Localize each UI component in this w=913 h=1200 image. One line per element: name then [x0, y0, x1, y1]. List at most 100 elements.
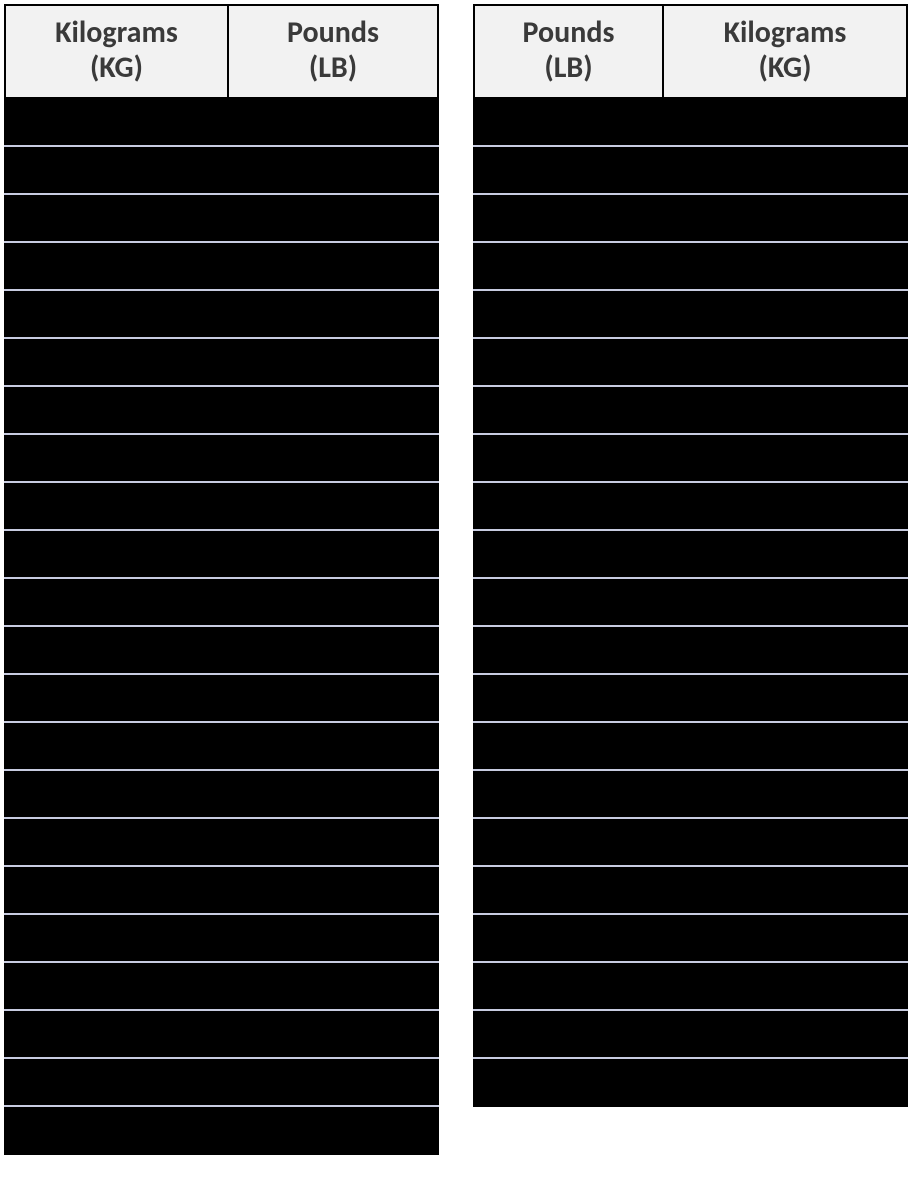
- table-cell: 0.220 lb: [228, 146, 438, 194]
- col-header-line1: Pounds: [287, 14, 379, 51]
- table-cell: 2204.623 lb: [228, 1106, 438, 1154]
- table-cell: 27.22 kg: [663, 386, 907, 434]
- table-header-row: Pounds (LB) Kilograms (KG): [474, 5, 907, 98]
- table-row: 70 lb31.75 kg: [474, 434, 907, 482]
- col-header-line2: (LB): [235, 51, 431, 86]
- table-cell: 4.54 kg: [663, 146, 907, 194]
- table-header-row: Kilograms (KG) Pounds (LB): [5, 5, 438, 98]
- table-cell: 72.57 kg: [663, 866, 907, 914]
- table-cell: 58.87 kg: [663, 722, 907, 770]
- table-cell: 4.409 lb: [228, 242, 438, 290]
- table-row: 160 lb72.57 kg: [474, 866, 907, 914]
- table-row: 150 lb68.04 kg: [474, 818, 907, 866]
- table-cell: 132.277 lb: [228, 866, 438, 914]
- table-cell: 22.046 lb: [228, 626, 438, 674]
- table-row: 4 kg8.818 lb: [5, 338, 438, 386]
- table-cell: 140 lb: [474, 770, 663, 818]
- table-row: 120 lb54.43 kg: [474, 674, 907, 722]
- table-cell: 17.637 lb: [228, 530, 438, 578]
- table-row: 180 lb81.65 kg: [474, 962, 907, 1010]
- table-cell: 22.68 kg: [663, 338, 907, 386]
- table-row: 90 kg198.416 lb: [5, 1010, 438, 1058]
- table-cell: 68.04 kg: [663, 818, 907, 866]
- table-row: 9 kg19.842 lb: [5, 578, 438, 626]
- table-cell: 7 kg: [5, 482, 228, 530]
- table-cell: 50 kg: [5, 818, 228, 866]
- table-row: 20 lb9.07 kg: [474, 194, 907, 242]
- table-cell: 190 lb: [474, 1010, 663, 1058]
- table-cell: 1000 kg: [5, 1106, 228, 1154]
- table-cell: 77.11 kg: [663, 914, 907, 962]
- table-row: 50 lb22.68 kg: [474, 338, 907, 386]
- table-cell: 90 lb: [474, 530, 663, 578]
- table-row: 0 kg0 lb: [5, 98, 438, 146]
- table-row: 1 kg2.205 lb: [5, 194, 438, 242]
- table-cell: 6.614 lb: [228, 290, 438, 338]
- table-cell: 9.07 kg: [663, 194, 907, 242]
- table-cell: 20 lb: [474, 194, 663, 242]
- table-row: 60 lb27.22 kg: [474, 386, 907, 434]
- table-cell: 44.092 lb: [228, 674, 438, 722]
- col-header-kg: Kilograms (KG): [663, 5, 907, 98]
- table-row: 7 kg15.432 lb: [5, 482, 438, 530]
- table-cell: 1 kg: [5, 194, 228, 242]
- table-row: 200 lb90.72 kg: [474, 1058, 907, 1106]
- table-cell: 30 kg: [5, 722, 228, 770]
- table-cell: 81.65 kg: [663, 962, 907, 1010]
- table-cell: 40.82 kg: [663, 530, 907, 578]
- table-row: 100 lb45.36 kg: [474, 578, 907, 626]
- table-row: 80 kg176.370 lb: [5, 962, 438, 1010]
- table-row: 5 kg11.023 lb: [5, 386, 438, 434]
- table-cell: 19.842 lb: [228, 578, 438, 626]
- table-cell: 30 lb: [474, 242, 663, 290]
- table-row: 1000 kg2204.623 lb: [5, 1106, 438, 1154]
- table-cell: 10 lb: [474, 146, 663, 194]
- table-cell: 1 lb: [474, 98, 663, 146]
- col-header-line2: (KG): [12, 51, 221, 86]
- table-cell: 154.324 lb: [228, 914, 438, 962]
- table-row: 140 lb63.50 kg: [474, 770, 907, 818]
- table-cell: 110.231 lb: [228, 818, 438, 866]
- table-cell: 15.432 lb: [228, 482, 438, 530]
- table-cell: 200 lb: [474, 1058, 663, 1106]
- table-cell: 5 kg: [5, 386, 228, 434]
- table-cell: 198.416 lb: [228, 1010, 438, 1058]
- table-cell: 54.43 kg: [663, 674, 907, 722]
- table-row: 50 kg110.231 lb: [5, 818, 438, 866]
- col-header-line2: (LB): [481, 51, 656, 86]
- table-cell: 220.462 lb: [228, 1058, 438, 1106]
- table-cell: 8.818 lb: [228, 338, 438, 386]
- table-cell: 86.18 kg: [663, 1010, 907, 1058]
- table-cell: 2 kg: [5, 242, 228, 290]
- col-header-line1: Pounds: [523, 14, 615, 51]
- col-header-lb: Pounds (LB): [474, 5, 663, 98]
- table-row: 100 kg220.462 lb: [5, 1058, 438, 1106]
- kg-to-lb-table: Kilograms (KG) Pounds (LB) 0 kg0 lb0.1 k…: [4, 4, 439, 1155]
- table-row: 60 kg132.277 lb: [5, 866, 438, 914]
- kg-to-lb-body: 0 kg0 lb0.1 kg0.220 lb1 kg2.205 lb2 kg4.…: [5, 98, 438, 1154]
- table-cell: 176.370 lb: [228, 962, 438, 1010]
- table-cell: 90.72 kg: [663, 1058, 907, 1106]
- table-cell: 180 lb: [474, 962, 663, 1010]
- table-row: 2 kg4.409 lb: [5, 242, 438, 290]
- table-cell: 40 lb: [474, 290, 663, 338]
- table-cell: 160 lb: [474, 866, 663, 914]
- table-cell: 0.1 kg: [5, 146, 228, 194]
- table-cell: 31.75 kg: [663, 434, 907, 482]
- table-row: 1 lb0.45 kg: [474, 98, 907, 146]
- table-row: 40 kg88.185 lb: [5, 770, 438, 818]
- table-row: 8 kg17.637 lb: [5, 530, 438, 578]
- table-row: 3 kg6.614 lb: [5, 290, 438, 338]
- table-cell: 60 lb: [474, 386, 663, 434]
- table-cell: 70 lb: [474, 434, 663, 482]
- table-row: 170 lb77.11 kg: [474, 914, 907, 962]
- table-cell: 50 lb: [474, 338, 663, 386]
- table-cell: 2.205 lb: [228, 194, 438, 242]
- table-cell: 70 kg: [5, 914, 228, 962]
- table-cell: 170 lb: [474, 914, 663, 962]
- tables-container: Kilograms (KG) Pounds (LB) 0 kg0 lb0.1 k…: [0, 0, 913, 1159]
- table-cell: 0 lb: [228, 98, 438, 146]
- table-row: 80 lb36.29 kg: [474, 482, 907, 530]
- table-cell: 60 kg: [5, 866, 228, 914]
- col-header-line1: Kilograms: [724, 14, 847, 51]
